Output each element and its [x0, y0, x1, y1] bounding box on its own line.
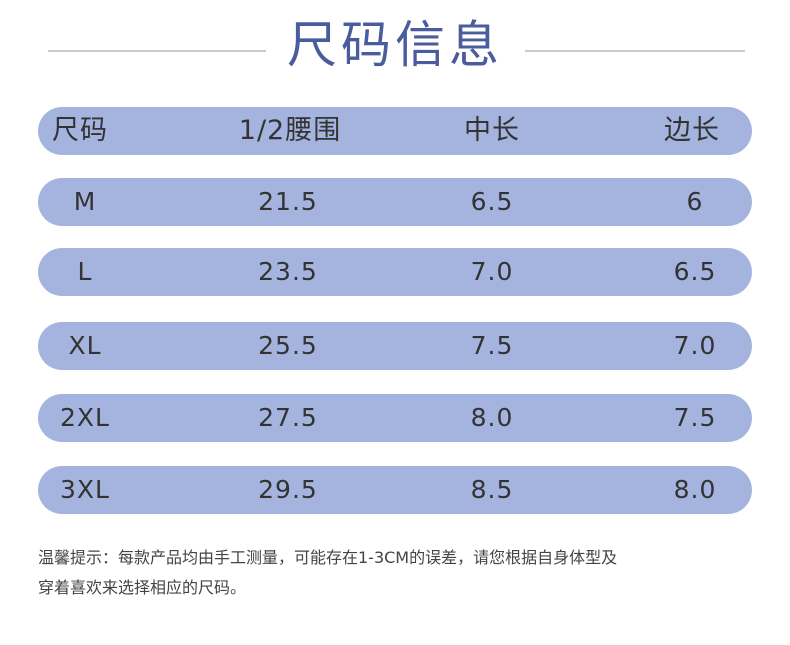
note-line: 穿着喜欢来选择相应的尺码。 — [38, 578, 247, 597]
table-cell: 8.5 — [470, 475, 514, 504]
table-cell: 21.5 — [258, 187, 318, 216]
table-cell: M — [73, 187, 97, 216]
table-cell: 23.5 — [258, 257, 318, 286]
header-row: 尺码 1/2腰围 中长 边长 — [38, 107, 752, 155]
title-rule — [48, 50, 266, 52]
table-row: L 23.5 7.0 6.5 — [38, 248, 752, 296]
table-cell: 2XL — [60, 403, 110, 432]
table-cell: XL — [68, 331, 102, 360]
column-header: 1/2腰围 — [238, 115, 342, 146]
table-cell: 27.5 — [258, 403, 318, 432]
table-cell: 7.0 — [673, 331, 717, 360]
table-cell: 7.0 — [470, 257, 514, 286]
table-cell: 7.5 — [470, 331, 514, 360]
table-cell: 8.0 — [470, 403, 514, 432]
table-cell: 7.5 — [673, 403, 717, 432]
table-row: 2XL 27.5 8.0 7.5 — [38, 394, 752, 442]
table-cell: 3XL — [60, 475, 110, 504]
table-cell: 8.0 — [673, 475, 717, 504]
table-cell: 6 — [686, 187, 704, 216]
table-row: M 21.5 6.5 6 — [38, 178, 752, 226]
column-header: 中长 — [464, 115, 520, 146]
note-line: 温馨提示：每款产品均由手工测量，可能存在1-3CM的误差，请您根据自身体型及 — [38, 548, 618, 567]
title-rule — [525, 50, 745, 52]
table-cell: 29.5 — [258, 475, 318, 504]
column-header: 边长 — [664, 115, 720, 146]
table-cell: 6.5 — [673, 257, 717, 286]
table-row: XL 25.5 7.5 7.0 — [38, 322, 752, 370]
table-row: 3XL 29.5 8.5 8.0 — [38, 466, 752, 514]
column-header: 尺码 — [52, 115, 108, 146]
table-cell: 6.5 — [470, 187, 514, 216]
table-cell: L — [77, 257, 93, 286]
table-cell: 25.5 — [258, 331, 318, 360]
title: 尺码信息 — [287, 16, 503, 74]
